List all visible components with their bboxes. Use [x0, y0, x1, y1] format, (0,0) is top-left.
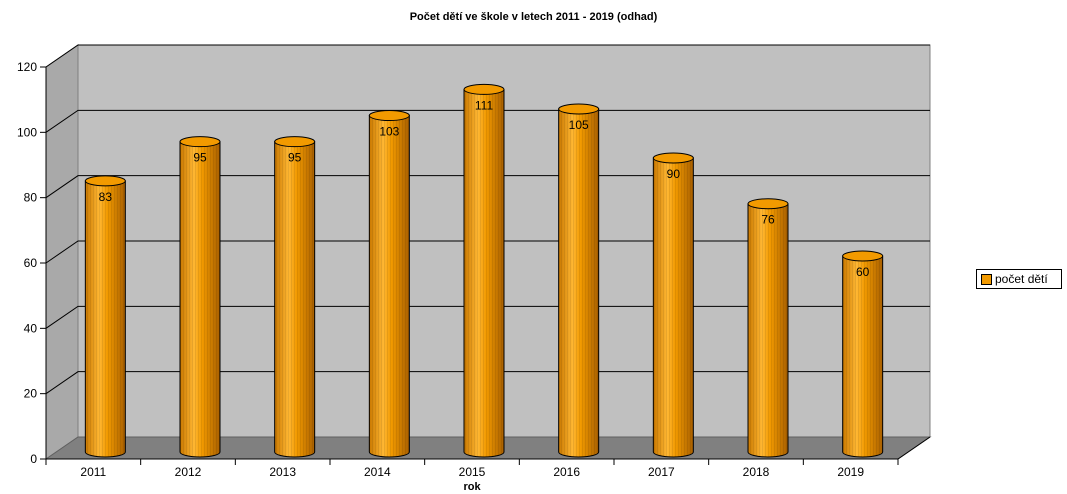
bar	[274, 136, 316, 458]
bar	[179, 136, 221, 458]
bar	[84, 175, 126, 458]
data-label: 111	[475, 98, 494, 112]
x-tick-label: 2016	[553, 465, 580, 479]
data-label: 105	[569, 118, 589, 132]
plot-area: 0 20 40 60 80 100 120 2011 83 2012 95 2013 95 2014 103…	[17, 44, 932, 493]
data-label: 95	[193, 151, 207, 165]
bar	[842, 250, 884, 458]
y-tick-label: 60	[24, 256, 38, 270]
legend-swatch	[981, 273, 992, 285]
data-label: 103	[379, 125, 399, 139]
x-tick-label: 2015	[459, 465, 486, 479]
legend-label: počet dětí	[995, 272, 1048, 286]
x-axis-depth	[897, 436, 931, 460]
x-tick-label: 2014	[364, 465, 391, 479]
x-tick-label: 2018	[743, 465, 770, 479]
data-label: 95	[288, 151, 302, 165]
gridline	[45, 109, 930, 133]
x-tick-label: 2012	[175, 465, 202, 479]
x-tick-label: 2019	[837, 465, 864, 479]
bar	[747, 198, 789, 458]
bar	[463, 83, 505, 458]
data-label: 90	[667, 167, 681, 181]
gridline	[45, 305, 930, 329]
y-tick-label: 80	[24, 191, 38, 205]
legend: počet dětí	[976, 269, 1062, 289]
gridline	[45, 240, 930, 264]
gridline	[45, 371, 930, 395]
bar	[652, 152, 694, 458]
y-tick-label: 120	[17, 60, 37, 74]
y-tick-label: 0	[30, 452, 37, 466]
x-axis-title: rok	[463, 481, 481, 493]
x-tick-label: 2011	[80, 465, 106, 479]
y-tick-label: 100	[17, 125, 37, 139]
gridline	[45, 44, 930, 68]
bar	[368, 110, 410, 458]
data-label: 76	[761, 213, 775, 227]
y-tick-label: 20	[24, 387, 38, 401]
bar	[558, 103, 600, 458]
chart-title: Počet dětí ve škole v letech 2011 - 2019…	[409, 11, 658, 23]
gridline	[45, 175, 930, 199]
data-label: 60	[856, 265, 870, 279]
y-tick-label: 40	[24, 321, 38, 335]
x-tick-label: 2013	[269, 465, 296, 479]
data-label: 83	[99, 190, 113, 204]
x-tick-label: 2017	[648, 465, 675, 479]
